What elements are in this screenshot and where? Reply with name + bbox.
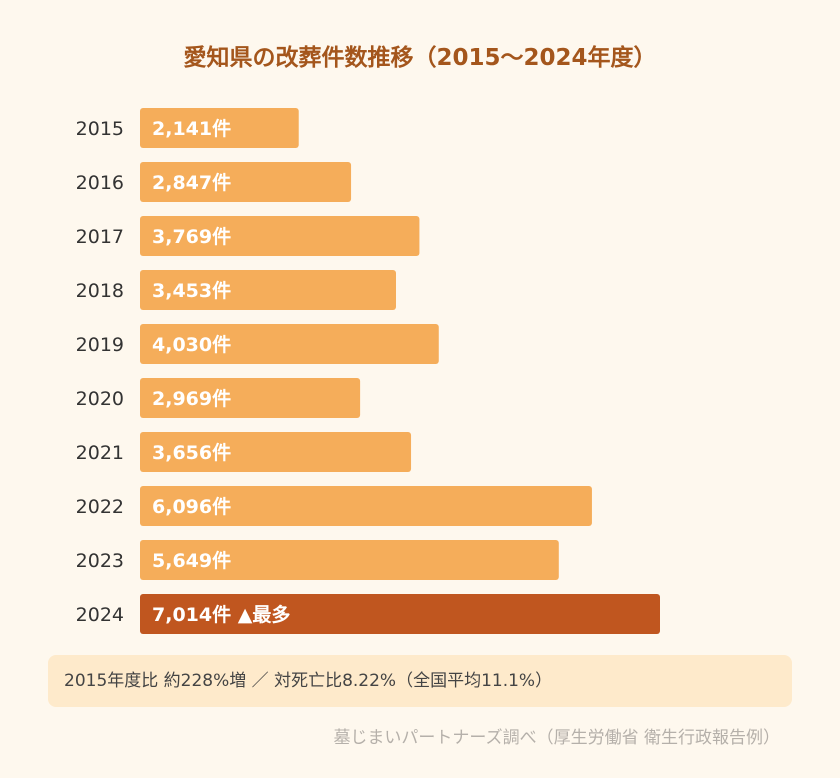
bar — [140, 162, 352, 202]
category-label: 2018 — [76, 280, 124, 302]
bar — [140, 486, 592, 526]
data-label: 5,649件 — [152, 549, 231, 572]
category-label: 2020 — [76, 388, 124, 410]
category-label: 2022 — [76, 496, 124, 518]
category-label: 2021 — [76, 442, 124, 464]
bar — [140, 324, 439, 364]
bar — [140, 378, 361, 418]
data-label: 2,847件 — [152, 171, 231, 194]
data-label: 6,096件 — [152, 495, 231, 518]
category-label: 2023 — [76, 550, 124, 572]
data-label: 3,769件 — [152, 225, 231, 248]
summary-note: 2015年度比 約228%増 ／ 対死亡比8.22%（全国平均11.1%） — [48, 655, 792, 707]
bar — [140, 108, 299, 148]
data-label: 4,030件 — [152, 333, 231, 356]
data-label: 2,969件 — [152, 387, 231, 410]
data-label: 7,014件 ▲最多 — [152, 603, 290, 626]
bar — [140, 216, 420, 256]
category-label: 2019 — [76, 334, 124, 356]
category-label: 2016 — [76, 172, 124, 194]
chart-title: 愛知県の改葬件数推移（2015〜2024年度） — [183, 45, 657, 71]
bar-chart: 2015 2,141件 2016 2,847件 2017 3,769件 2018 3,453件… — [76, 108, 660, 634]
category-label: 2017 — [76, 226, 124, 248]
data-label: 2,141件 — [152, 117, 231, 140]
data-label: 3,453件 — [152, 279, 231, 302]
category-label: 2024 — [76, 604, 124, 626]
bar — [140, 432, 412, 472]
data-label: 3,656件 — [152, 441, 231, 464]
category-label: 2015 — [76, 118, 124, 140]
bar — [140, 594, 660, 634]
bar — [140, 540, 559, 580]
bar — [140, 270, 396, 310]
source-text: 墓じまいパートナーズ調べ（厚生労働省 衛生行政報告例） — [333, 728, 780, 748]
